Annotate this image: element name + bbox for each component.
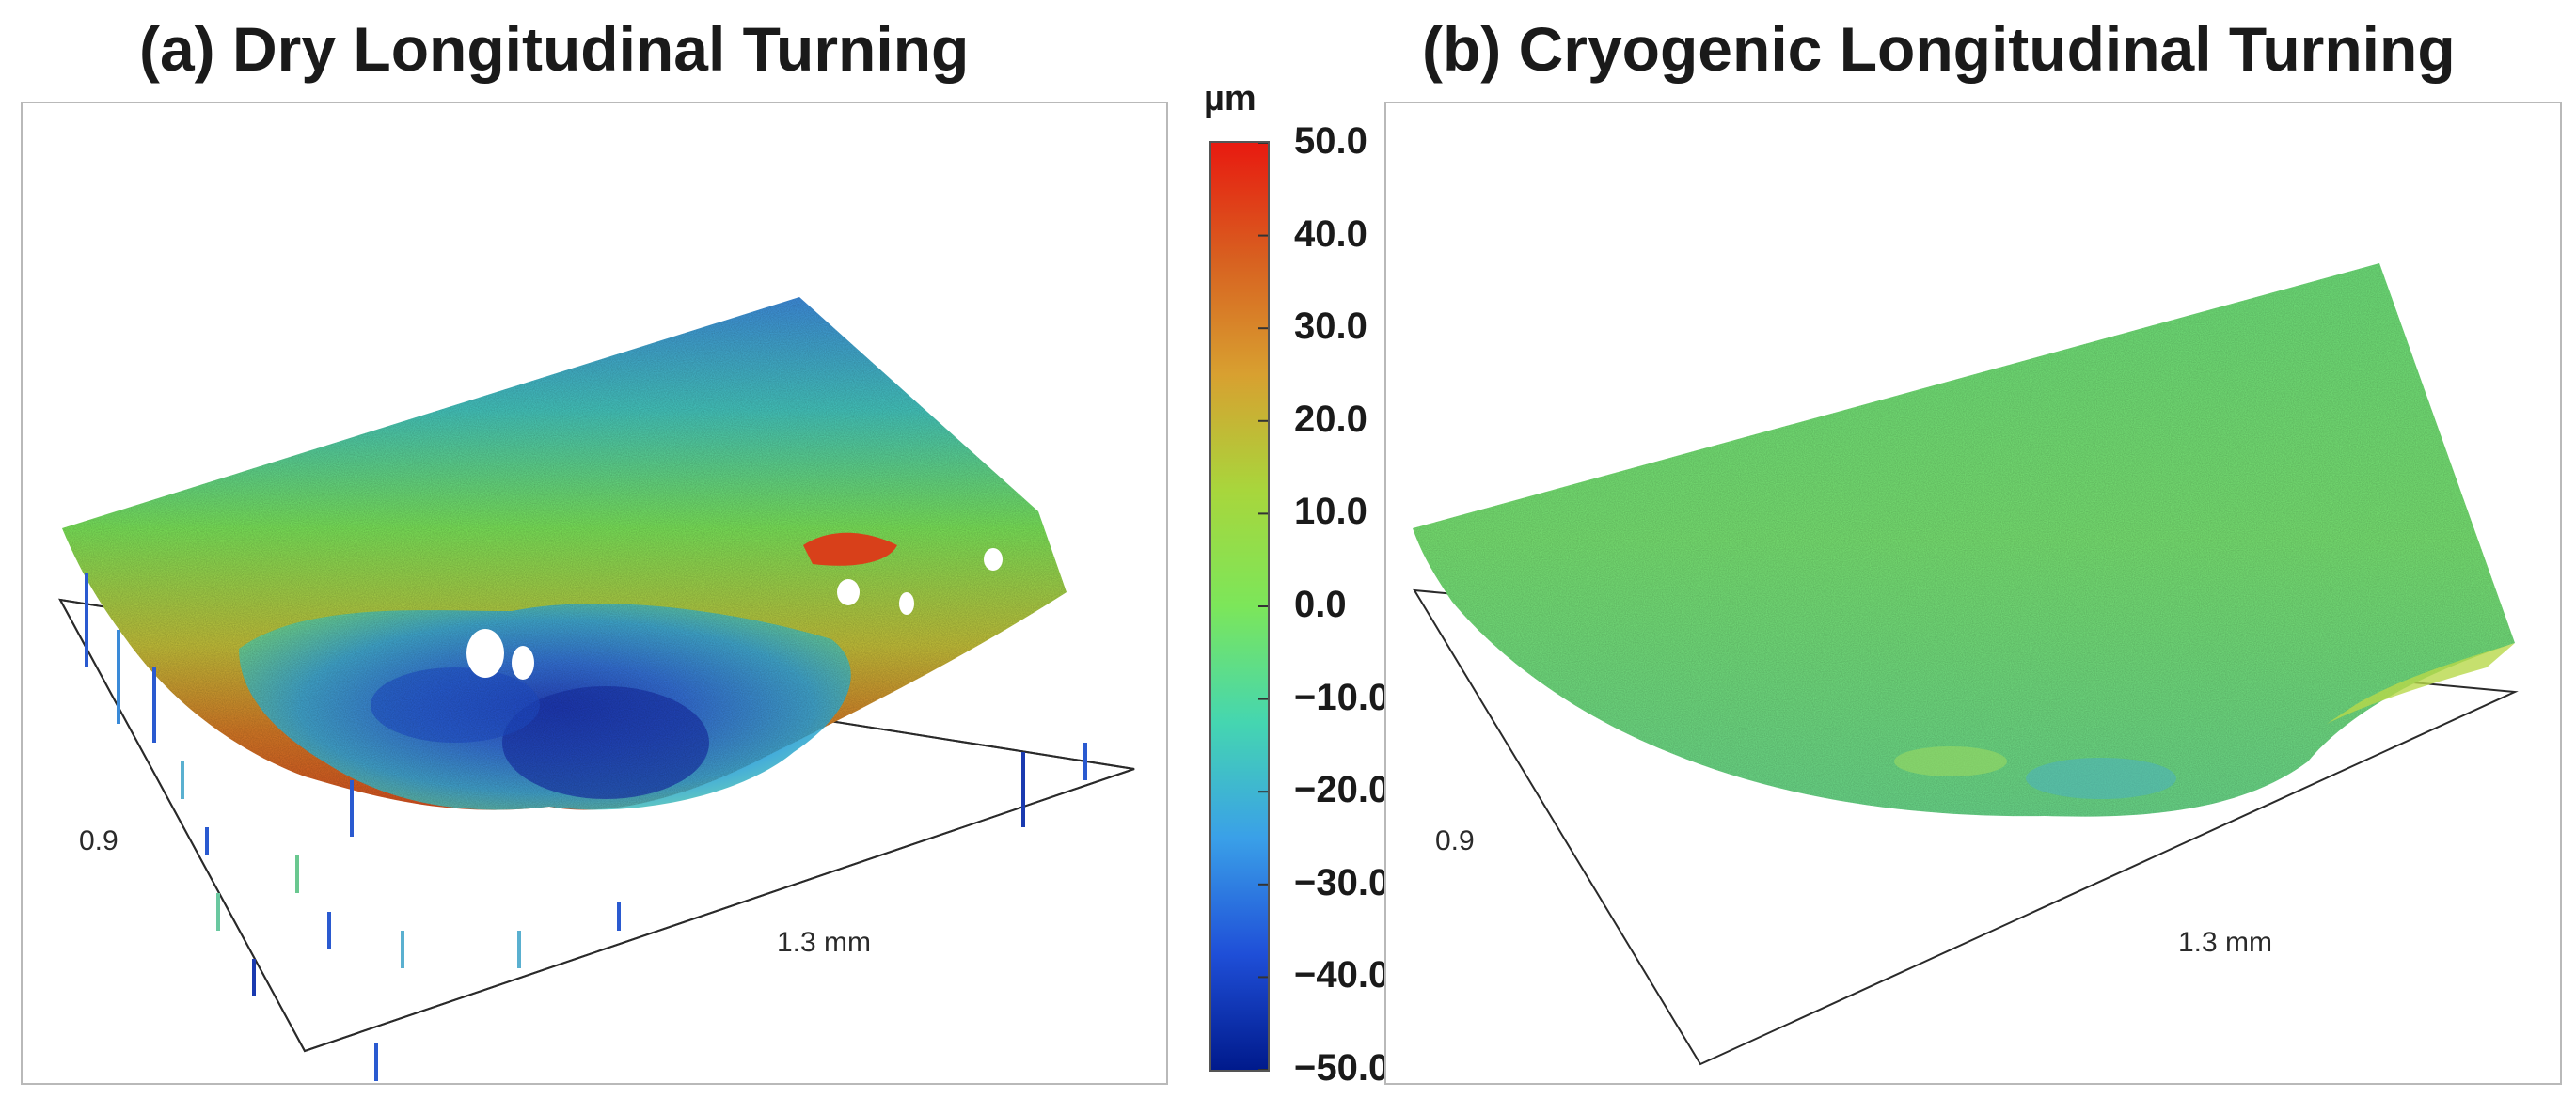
surface-plot-a	[58, 297, 1135, 1081]
colorbar-tick-label: −30.0	[1294, 861, 1390, 903]
colorbar-tick-label: 20.0	[1294, 398, 1367, 440]
colorbar-tick-label: −50.0	[1294, 1047, 1390, 1089]
colorbar-tick-label: −40.0	[1294, 954, 1390, 996]
panel-a-y-dim: 0.9	[79, 825, 119, 856]
spikes-a	[85, 573, 1087, 1081]
panel-b-plot	[1384, 102, 2562, 1085]
panel-a-x-dim: 1.3 mm	[777, 927, 872, 958]
colorbar-unit: µm	[1204, 79, 1256, 118]
colorbar-tick-label: 30.0	[1294, 306, 1367, 348]
panel-b-x-dim: 1.3 mm	[2178, 927, 2273, 958]
panel-a-title: (a) Dry Longitudinal Turning	[139, 14, 970, 84]
colorbar-tick-label: 50.0	[1294, 120, 1367, 162]
colorbar-tick-label: 40.0	[1294, 212, 1367, 255]
colorbar-gradient	[1211, 143, 1268, 1070]
colorbar-tick-label: −20.0	[1294, 769, 1390, 811]
panel-a-plot	[21, 102, 1168, 1085]
colorbar-tick-label: 10.0	[1294, 491, 1367, 533]
colorbar	[1209, 141, 1270, 1072]
surface-plot-b	[1413, 263, 2519, 1066]
panel-b-y-dim: 0.9	[1435, 825, 1475, 856]
colorbar-tick-label: 0.0	[1294, 584, 1347, 625]
colorbar-tick-label: −10.0	[1294, 676, 1390, 718]
panel-b-title: (b) Cryogenic Longitudinal Turning	[1422, 14, 2456, 84]
